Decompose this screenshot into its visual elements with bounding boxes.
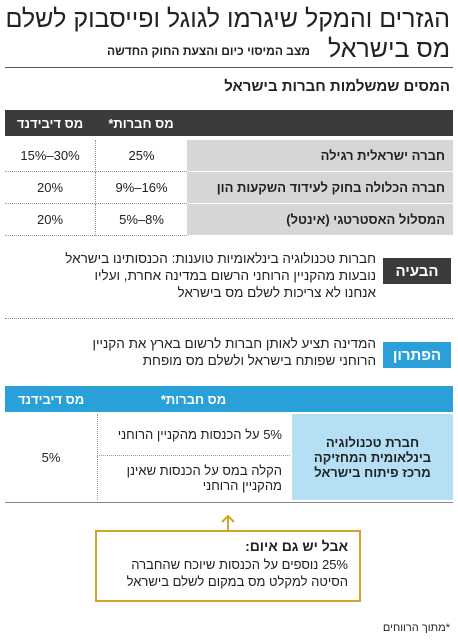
table-cell: הקלה במס על הכנסות שאינן מהקניין הרוחני xyxy=(97,456,290,500)
table-cell: 8%–5% xyxy=(95,204,187,236)
threat-text: 25% נוספים על הכנסות שיוכח שהחברה הסיטה … xyxy=(126,557,348,589)
title-line: מס בישראל xyxy=(327,35,450,63)
table-header: מס חברות* xyxy=(97,386,290,412)
table-cell: 5% xyxy=(41,449,61,465)
row-label: חברת טכנולוגיה בינלאומית המחזיקה מרכז פי… xyxy=(292,414,453,500)
table-cell: 20% xyxy=(5,204,95,236)
threat-box xyxy=(95,530,361,602)
problem-label: הבעיה xyxy=(383,258,451,284)
table-cell: 20% xyxy=(5,172,95,204)
row-label: חברה ישראלית רגילה xyxy=(187,140,453,172)
table-body: חברה ישראלית רגילה 25% 30%–15% חברה הכלולה … xyxy=(5,140,453,236)
section-title: המסים שמשלמות חברות בישראל xyxy=(224,78,450,95)
table-header: מס דיבידנד xyxy=(5,386,97,412)
divider xyxy=(5,67,453,68)
table-header: מס דיבידנד xyxy=(5,110,95,136)
row-label: המסלול האסטרטגי (אינטל) xyxy=(187,204,453,236)
table-cell: 30%–15% xyxy=(5,140,95,172)
footnote: *מתוך הרווחים xyxy=(382,622,450,634)
divider xyxy=(5,318,453,319)
divider xyxy=(5,502,453,503)
solution-text: המדינה תציע לאותן חברות לרשום בארץ את הק… xyxy=(92,336,376,368)
solution-label: הפתרון xyxy=(383,342,451,368)
threat-title: אבל יש גם איום: xyxy=(245,538,348,554)
title-line: הגזרים והמקל שיגרמו לגוגל ופייסבוק לשלם xyxy=(5,5,450,33)
table-cell: 25% xyxy=(95,140,187,172)
problem-text: חברות טכנולוגיה בינלאומיות טוענות: הכנסו… xyxy=(65,251,376,300)
subtitle: מצב המיסוי כיום והצעת החוק החדשה xyxy=(106,44,310,58)
row-label: חברה הכלולה בחוק לעידוד השקעות הון xyxy=(187,172,453,204)
table-cell: 5% על הכנסות מהקניין הרוחני xyxy=(97,414,290,456)
table-header: מס חברות* xyxy=(95,110,187,136)
arrow xyxy=(221,514,235,532)
table-cell: 16%–9% xyxy=(95,172,187,204)
